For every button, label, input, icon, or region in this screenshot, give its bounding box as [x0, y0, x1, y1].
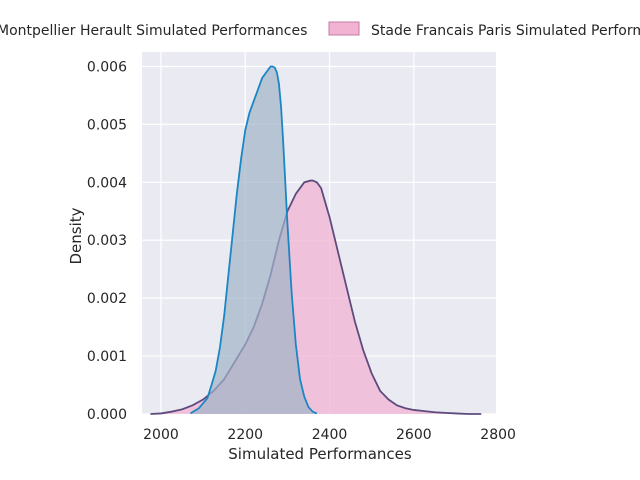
y-axis-label: Density [67, 207, 85, 264]
montpellier-density-line [189, 65, 318, 415]
x-tick-label: 2400 [312, 427, 348, 443]
x-tick-label: 2600 [396, 427, 432, 443]
y-tick-labels: 0.000 0.001 0.002 0.003 0.004 0.005 0.006 [87, 59, 127, 423]
legend: Montpellier Herault Simulated Performanc… [0, 21, 640, 39]
x-tick-labels: 2000 2200 2400 2600 2800 [143, 427, 516, 443]
montpellier-density-area [190, 66, 317, 414]
legend-label-montpellier: Montpellier Herault Simulated Performanc… [0, 23, 307, 39]
y-tick-label: 0.000 [87, 407, 127, 423]
y-tick-label: 0.006 [87, 59, 127, 75]
y-tick-label: 0.004 [87, 175, 127, 191]
legend-swatch-stade-francais [328, 21, 360, 36]
x-tick-label: 2000 [143, 427, 179, 443]
legend-label-stade-francais: Stade Francais Paris Simulated Performan… [371, 23, 640, 39]
stade-francais-density-area [150, 180, 482, 414]
y-tick-label: 0.001 [87, 349, 127, 365]
x-axis-label: Simulated Performances [228, 445, 412, 463]
y-tick-label: 0.003 [87, 233, 127, 249]
x-tick-label: 2200 [227, 427, 263, 443]
y-tick-label: 0.005 [87, 117, 127, 133]
density-areas [150, 65, 482, 415]
x-tick-label: 2800 [480, 427, 516, 443]
y-tick-label: 0.002 [87, 291, 127, 307]
